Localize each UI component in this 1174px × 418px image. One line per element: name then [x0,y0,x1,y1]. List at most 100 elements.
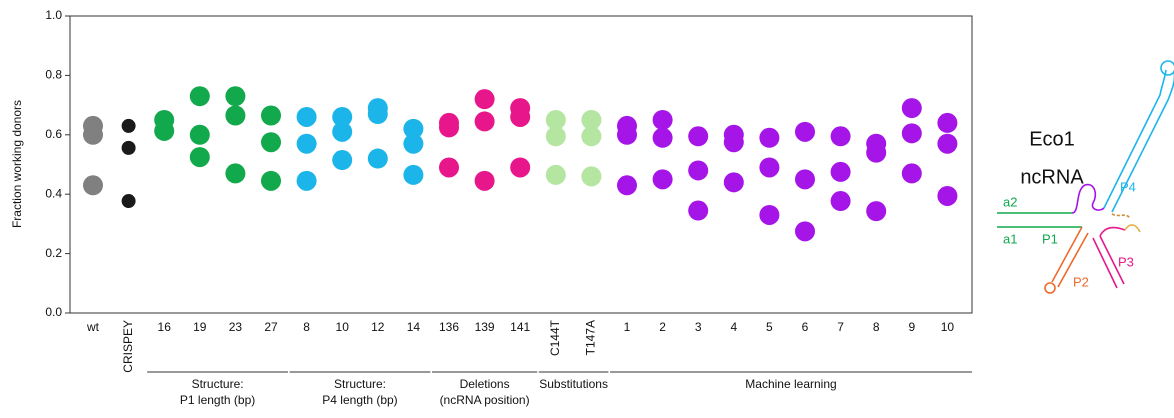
dot [261,132,281,152]
dot [581,166,601,186]
dot [368,104,388,124]
dot [795,221,815,241]
dot [510,107,530,127]
dot [332,150,352,170]
purple-loop [1072,185,1104,213]
dot [937,113,957,133]
dot [902,163,922,183]
x-tick-label: 27 [264,320,278,334]
group-label: Machine learning [745,377,836,391]
group-label: Substitutions [539,377,608,391]
p4-label: P4 [1120,179,1136,194]
dot [617,175,637,195]
dot [831,162,851,182]
y-tick-label: 0.2 [45,246,62,260]
dot [866,143,886,163]
dot [653,110,673,130]
group-label: (ncRNA position) [440,393,530,407]
y-tick-label: 1.0 [45,8,62,22]
x-tick-label: 141 [510,320,530,334]
x-tick-label: C144T [548,319,562,356]
diagram-title: Eco1 [1029,128,1075,150]
group-label: Structure: [192,377,244,391]
dot [190,147,210,167]
dot [439,157,459,177]
dot [617,125,637,145]
yellow-linker [1125,225,1140,232]
group-label: P1 length (bp) [180,393,255,407]
dot [831,126,851,146]
dot [759,128,779,148]
dot [297,171,317,191]
dot [225,105,245,125]
a1-label: a1 [1003,231,1017,246]
group-label: P4 length (bp) [322,393,397,407]
ncrna-diagram: Eco1 ncRNA a2 a1 P1 P2 P3 P4 [997,61,1174,293]
dot [439,117,459,137]
p4-loop [1161,61,1174,75]
x-tick-label: 19 [193,320,207,334]
x-tick-label: 6 [802,320,809,334]
y-tick-label: 0.6 [45,127,62,141]
y-tick-label: 0.4 [45,186,62,200]
dot [190,86,210,106]
dot [297,107,317,127]
dot [724,172,744,192]
dot [510,157,530,177]
dot [653,169,673,189]
dot [902,98,922,118]
x-tick-label: 4 [730,320,737,334]
tan-linker [1112,214,1130,218]
x-tick-label: 2 [659,320,666,334]
x-tick-label: 12 [371,320,385,334]
dot [122,119,136,133]
x-tick-label: wt [86,320,100,334]
dot [475,89,495,109]
dot [546,126,566,146]
y-tick-label: 0.8 [45,68,62,82]
dot [795,122,815,142]
p2-loop [1045,283,1055,293]
x-tick-label: 7 [837,320,844,334]
x-tick-label: 8 [303,320,310,334]
x-tick-label: 136 [439,320,459,334]
dot [937,186,957,206]
dot [759,157,779,177]
dot [795,169,815,189]
dot [902,123,922,143]
x-tick-label: 3 [695,320,702,334]
dot [937,134,957,154]
dot [475,171,495,191]
p3-label: P3 [1118,254,1134,269]
dot [866,201,886,221]
dot [332,122,352,142]
x-tick-label: 16 [158,320,172,334]
group-label: Structure: [334,377,386,391]
x-tick-label: 10 [336,320,350,334]
x-tick-label: 8 [873,320,880,334]
dot [403,165,423,185]
y-tick-label: 0.0 [45,305,62,319]
dot [225,86,245,106]
dot [297,134,317,154]
dot [546,165,566,185]
diagram-title: ncRNA [1020,166,1084,188]
x-tick-label: CRISPEY [121,320,135,373]
dot [190,125,210,145]
x-tick-label: 10 [941,320,955,334]
dot [759,205,779,225]
dot [831,191,851,211]
p1-label: P1 [1042,231,1058,246]
a2-label: a2 [1003,194,1017,209]
group-label: Deletions [460,377,510,391]
x-tick-label: 1 [624,320,631,334]
x-tick-label: 9 [908,320,915,334]
p2-label: P2 [1073,274,1089,289]
dot [475,111,495,131]
dot [724,132,744,152]
dot [122,194,136,208]
dot [83,125,103,145]
dot [653,128,673,148]
dot [403,134,423,154]
dot [688,126,708,146]
